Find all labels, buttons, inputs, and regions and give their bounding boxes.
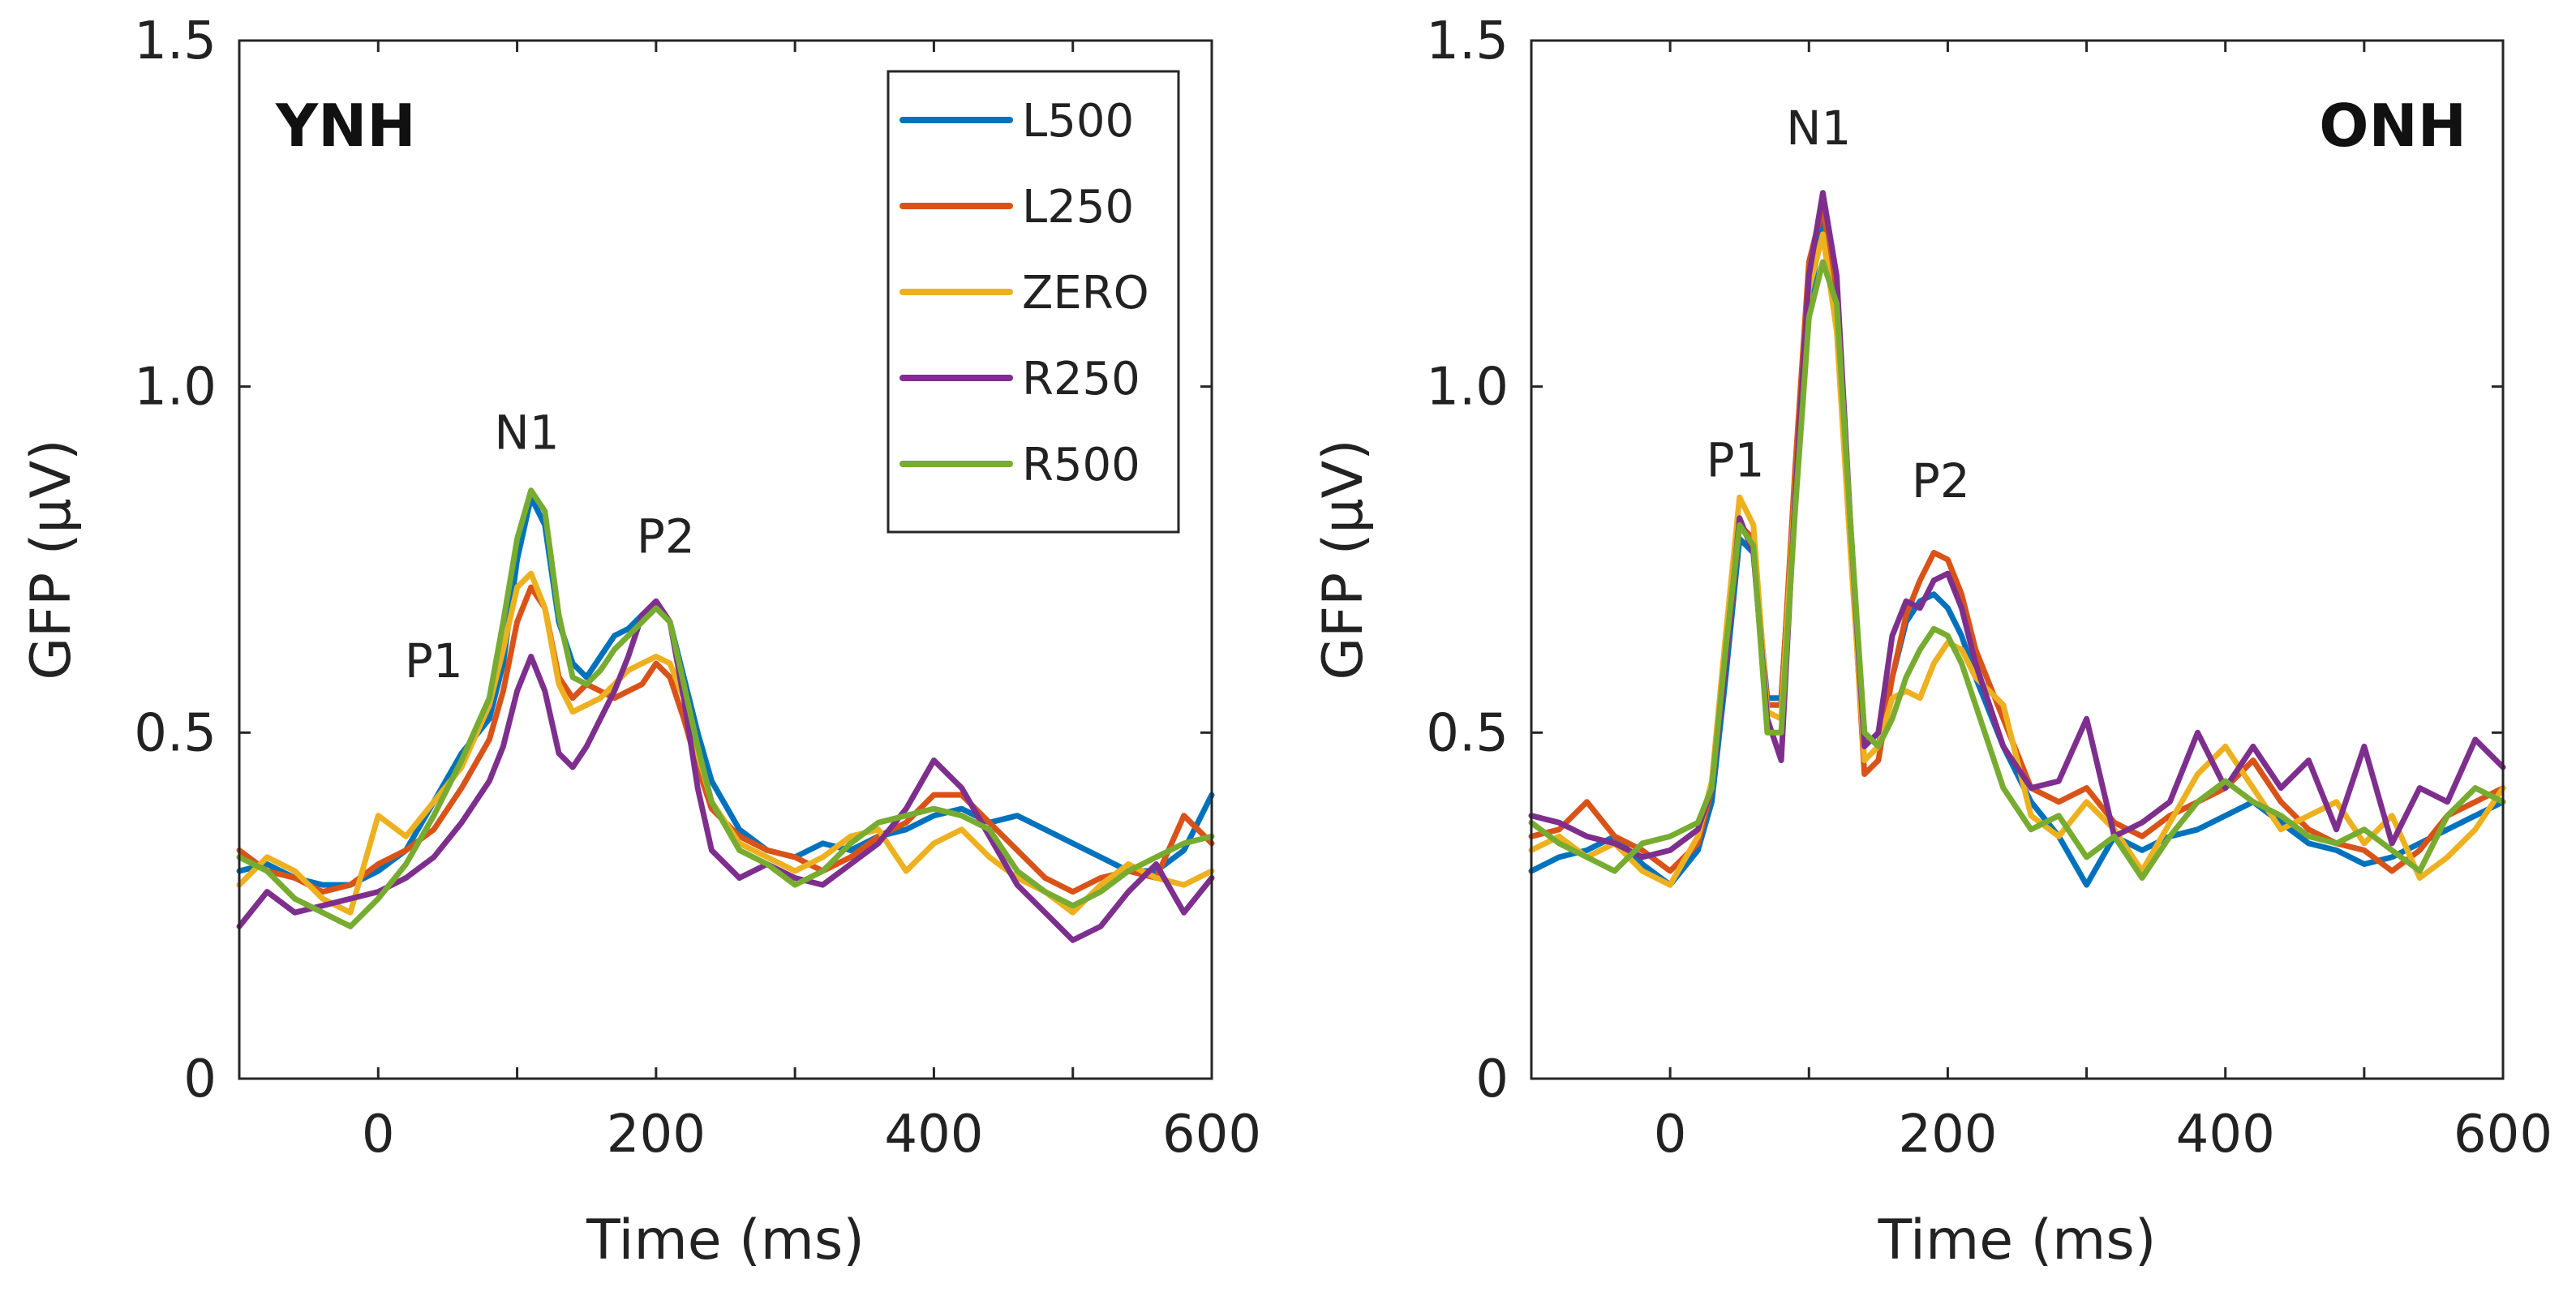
series-line-zero — [1528, 231, 2506, 888]
y-tick-label: 0 — [183, 1049, 217, 1109]
x-tick-label: 0 — [1654, 1105, 1687, 1165]
x-tick-label: 400 — [884, 1105, 983, 1165]
peak-label-p1: P1 — [1707, 433, 1765, 488]
series-line-l250 — [236, 584, 1215, 895]
x-tick-label: 600 — [2454, 1105, 2552, 1165]
x-tick-label: 200 — [607, 1105, 706, 1165]
y-axis-label: GFP (μV) — [1312, 439, 1376, 680]
series-line-r500 — [1528, 259, 2506, 881]
panel-label: ONH — [2319, 92, 2467, 160]
peak-label-p2: P2 — [637, 509, 695, 564]
axes-box — [238, 39, 1213, 1080]
x-axis-label: Time (ms) — [586, 1208, 865, 1272]
series-lines — [236, 487, 1215, 943]
legend-box — [887, 70, 1180, 534]
legend-label-l250: L250 — [1022, 181, 1134, 234]
y-tick-label: 0.5 — [134, 703, 217, 763]
x-tick-label: 400 — [2176, 1105, 2275, 1165]
x-tick-label: 600 — [1162, 1105, 1261, 1165]
panel-label: YNH — [275, 92, 416, 160]
legend-label-zero: ZERO — [1022, 267, 1149, 320]
x-tick-label: 200 — [1898, 1105, 1997, 1165]
series-line-r500 — [236, 487, 1215, 929]
chart-ynh: 0 200 400 600 0 0.5 1.0 1.5 Time (ms) GFP (μV) YNH… — [19, 11, 1261, 1272]
axes-box — [1530, 39, 2505, 1080]
legend-label-r250: R250 — [1022, 353, 1140, 406]
y-tick-label: 1.5 — [134, 11, 217, 71]
x-axis-label: Time (ms) — [1878, 1208, 2157, 1272]
legend: L500 L250 ZERO R250 R500 — [887, 70, 1180, 534]
legend-label-l500: L500 — [1022, 95, 1134, 148]
peak-label-n1: N1 — [494, 405, 559, 460]
y-tick-label: 0.5 — [1426, 703, 1509, 763]
x-tick-label: 0 — [362, 1105, 395, 1165]
peak-label-p2: P2 — [1912, 453, 1970, 509]
chart-onh: 0 200 400 600 0 0.5 1.0 1.5 Time (ms) GFP (μV) ONH… — [1312, 11, 2552, 1272]
series-lines — [1528, 190, 2506, 888]
y-tick-label: 1.0 — [1426, 358, 1509, 418]
peak-label-n1: N1 — [1786, 101, 1851, 156]
y-axis-label: GFP (μV) — [19, 439, 84, 680]
y-tick-label: 1.5 — [1426, 11, 1509, 71]
y-tick-label: 0 — [1475, 1049, 1509, 1109]
y-tick-label: 1.0 — [134, 358, 217, 418]
series-line-l500 — [1528, 217, 2506, 888]
legend-label-r500: R500 — [1022, 439, 1140, 491]
peak-label-p1: P1 — [405, 633, 463, 689]
